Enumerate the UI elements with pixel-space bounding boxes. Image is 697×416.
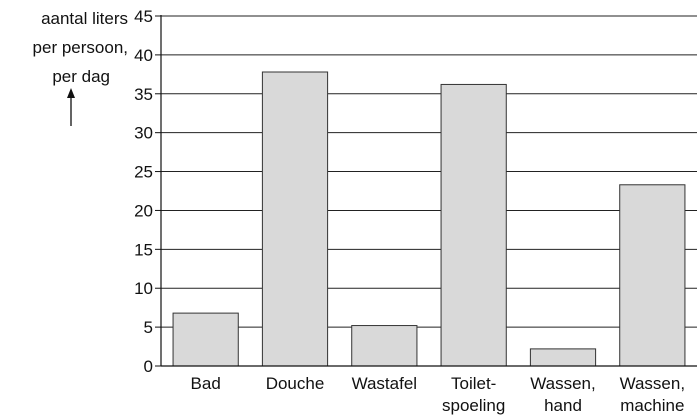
x-category-label: hand: [544, 396, 582, 415]
bar: [440, 83, 507, 367]
x-category-labels: Bad Douche Wastafel Toilet-spoeling Wassen, h…: [191, 374, 686, 415]
x-category-label: Wassen,: [530, 374, 596, 393]
y-tick-label: 5: [144, 318, 153, 337]
y-tick-label: 35: [134, 85, 153, 104]
y-tick-label: 15: [134, 240, 153, 259]
bars: [172, 71, 686, 367]
x-category-label: Wassen,: [620, 374, 686, 393]
x-category-label: Bad: [191, 374, 221, 393]
y-tick-label: 0: [144, 357, 153, 376]
y-tick-label: 40: [134, 46, 153, 65]
y-tick-label: 45: [134, 7, 153, 26]
bar: [619, 184, 686, 367]
y-tick-label: 30: [134, 124, 153, 143]
y-axis-label-line-3: per dag: [52, 67, 110, 86]
y-tick-label: 10: [134, 279, 153, 298]
y-tick-labels: 0 5 10 15 20 25 30 35 40 45: [134, 7, 153, 376]
y-tick-label: 25: [134, 163, 153, 182]
y-axis-label: aantal liters per persoon, per dag: [33, 9, 128, 126]
y-tick-label: 20: [134, 201, 153, 220]
bar: [261, 71, 329, 367]
grid-lines: [161, 15, 697, 328]
x-category-label: Toilet-: [451, 374, 496, 393]
bar: [172, 312, 239, 367]
x-category-label: spoeling: [442, 396, 505, 415]
y-axis-label-line-1: aantal liters: [41, 9, 128, 28]
y-axis-label-line-2: per persoon,: [33, 38, 128, 57]
up-arrow-icon: [67, 88, 75, 126]
bar: [529, 348, 597, 367]
bar: [351, 325, 418, 367]
axes: [155, 15, 697, 367]
x-category-label: Douche: [266, 374, 325, 393]
x-category-label: Wastafel: [352, 374, 418, 393]
x-category-label: machine: [620, 396, 684, 415]
